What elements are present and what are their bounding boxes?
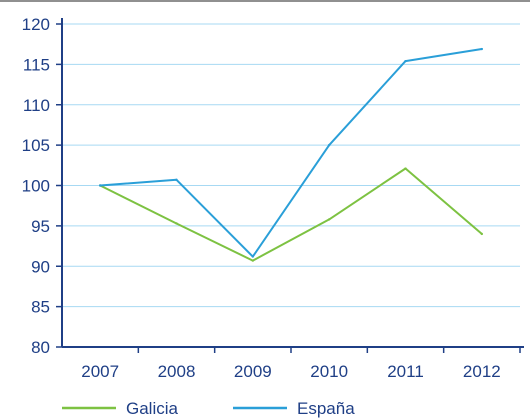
data-point	[251, 255, 255, 258]
y-tick-label: 110	[23, 96, 50, 115]
data-point	[175, 222, 178, 225]
series-line-galicia	[99, 167, 483, 262]
data-point	[404, 167, 407, 170]
y-tick-label: 100	[22, 177, 50, 196]
gridlines	[62, 23, 520, 308]
y-tick-label: 85	[31, 298, 50, 317]
data-point	[98, 184, 102, 187]
x-tick-label: 2010	[310, 362, 348, 381]
x-axis-ticks: 2007 2008 2009 2010 2011 2012	[81, 347, 521, 381]
series-line-españa	[100, 48, 482, 258]
data-point	[327, 143, 331, 147]
data-point	[404, 59, 407, 63]
data-point	[480, 47, 484, 51]
x-tick-label: 2008	[158, 362, 196, 381]
y-tick-label: 120	[22, 15, 50, 34]
y-axis-ticks: 80 85 90 95 100 105 110 115 120	[22, 15, 62, 357]
x-tick-label: 2011	[387, 362, 424, 381]
data-point	[480, 232, 484, 236]
y-tick-label: 105	[22, 136, 50, 155]
legend: Galicia España	[62, 399, 355, 418]
data-point	[251, 259, 255, 262]
data-point	[175, 178, 178, 182]
x-tick-label: 2012	[463, 362, 501, 381]
y-tick-label: 80	[31, 338, 50, 357]
legend-label: España	[297, 399, 355, 418]
y-tick-label: 95	[31, 217, 50, 236]
x-tick-label: 2009	[234, 362, 272, 381]
data-point	[327, 218, 331, 221]
series-lines	[98, 47, 484, 262]
y-tick-label: 115	[23, 55, 50, 74]
legend-label: Galicia	[126, 399, 179, 418]
y-tick-label: 90	[31, 257, 50, 276]
x-tick-label: 2007	[81, 362, 119, 381]
